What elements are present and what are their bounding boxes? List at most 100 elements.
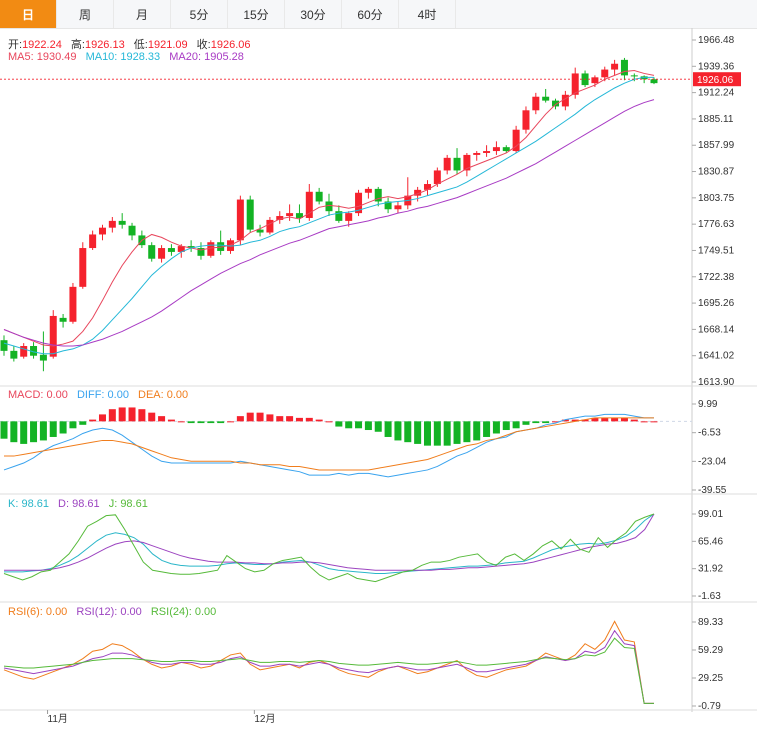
- tab-6[interactable]: 60分: [342, 0, 399, 28]
- candle-body: [483, 151, 491, 153]
- macd-bar: [355, 421, 363, 429]
- tab-0[interactable]: 日: [0, 0, 57, 28]
- macd-bar: [650, 421, 658, 423]
- candle-body: [207, 242, 215, 256]
- macd-bar: [404, 421, 412, 443]
- y-tick-label: 1857.99: [698, 140, 735, 151]
- ma-line-ma20: [3, 99, 655, 347]
- macd-bar: [601, 417, 609, 422]
- y-tick-label: 1939.36: [698, 61, 735, 72]
- candle-body: [532, 96, 540, 111]
- y-tick-label: 1912.24: [698, 88, 735, 99]
- macd-bar: [30, 421, 38, 443]
- macd-bar: [394, 421, 402, 441]
- macd-bar: [453, 421, 461, 444]
- macd-bar: [266, 414, 274, 422]
- candle-body: [108, 220, 116, 228]
- macd-bar: [335, 421, 343, 427]
- candle-body: [49, 315, 57, 357]
- macd-bar: [315, 419, 323, 422]
- candle-body: [591, 77, 599, 84]
- candle-body: [246, 199, 254, 230]
- candle-body: [59, 317, 67, 322]
- ohlc-legend: 开:1922.24 高:1926.13 低:1921.09 收:1926.06: [8, 36, 257, 52]
- candle-body: [167, 248, 175, 252]
- candle-body: [512, 129, 520, 152]
- candle-body: [118, 220, 126, 225]
- macd-bar: [522, 421, 530, 425]
- candle-body: [30, 346, 38, 356]
- tab-7[interactable]: 4时: [399, 0, 456, 28]
- macd-bar: [217, 421, 225, 424]
- macd-bar: [246, 412, 254, 422]
- rsi-line-0: [3, 620, 654, 704]
- macd-bar: [473, 421, 481, 441]
- kdj-legend-d: D: 98.61: [58, 498, 100, 510]
- macd-bar: [364, 421, 372, 431]
- open-label: 开:: [8, 39, 23, 51]
- y-tick-label: 1641.02: [698, 351, 735, 362]
- candle-body: [414, 189, 422, 196]
- macd-bar: [177, 421, 185, 423]
- tab-2[interactable]: 月: [114, 0, 171, 28]
- candle-body: [433, 170, 441, 185]
- macd-bar: [10, 421, 18, 443]
- candle-body: [384, 201, 392, 210]
- candle-body: [295, 213, 303, 218]
- tab-5[interactable]: 30分: [285, 0, 342, 28]
- macd-bar: [483, 421, 491, 437]
- macd-bar: [167, 419, 175, 422]
- high-label: 高:: [70, 39, 85, 51]
- macd-bar: [502, 421, 510, 431]
- tab-3[interactable]: 5分: [171, 0, 228, 28]
- macd-bar: [207, 421, 215, 424]
- low-value: 1921.09: [147, 39, 188, 51]
- macd-bar: [552, 421, 560, 423]
- y-tick-label: 29.25: [698, 673, 723, 684]
- close-label: 收:: [196, 39, 211, 51]
- candle-body: [542, 96, 550, 101]
- y-tick-label: 1749.51: [698, 245, 735, 256]
- macd-bar: [286, 416, 294, 422]
- macd-bar: [325, 421, 333, 423]
- y-tick-label: 9.99: [698, 399, 718, 410]
- tab-1[interactable]: 周: [57, 0, 114, 28]
- y-tick-label: -0.79: [698, 701, 721, 712]
- candle-body: [394, 205, 402, 210]
- candle-body: [315, 191, 323, 202]
- x-axis-label: 11月: [48, 713, 68, 725]
- kdj-legend: K: 98.61 D: 98.61 J: 98.61: [8, 498, 154, 510]
- macd-bar: [414, 421, 422, 444]
- last-price-label: 1926.06: [697, 75, 734, 86]
- macd-bar: [49, 421, 57, 437]
- y-tick-label: 1830.87: [698, 167, 735, 178]
- last-price-tag: [693, 72, 741, 87]
- candle-body: [128, 225, 136, 236]
- y-tick-label: -6.53: [698, 428, 721, 439]
- period-tabs: 日周月 5分 15分 30分 60分 4时: [0, 0, 757, 29]
- candle-body: [630, 75, 638, 77]
- y-tick-label: 1695.26: [698, 298, 735, 309]
- macd-bar: [532, 421, 540, 424]
- macd-line-dea: [4, 417, 654, 471]
- macd-bar: [79, 421, 87, 425]
- macd-bar: [542, 421, 550, 424]
- candle-body: [620, 59, 628, 76]
- ma-line-ma5: [3, 70, 655, 347]
- candle-body: [473, 152, 481, 155]
- tab-4[interactable]: 15分: [228, 0, 285, 28]
- macd-bar: [374, 421, 382, 432]
- candle-body: [463, 154, 471, 171]
- y-tick-label: 1613.90: [698, 377, 735, 388]
- y-tick-label: 59.29: [698, 645, 723, 656]
- candle-body: [256, 229, 264, 233]
- macd-bar: [443, 421, 451, 446]
- candle-body: [98, 227, 106, 235]
- y-tick-label: 1776.63: [698, 219, 735, 230]
- x-axis-label: 12月: [254, 713, 275, 725]
- macd-legend-diff: DIFF: 0.00: [76, 389, 129, 401]
- candle-body: [611, 63, 619, 70]
- rsi-legend-24: RSI(24): 0.00: [150, 606, 217, 618]
- macd-bar: [571, 419, 579, 422]
